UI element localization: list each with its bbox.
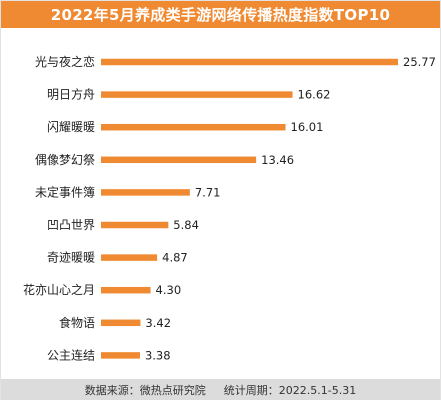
category-label: 偶像梦幻祭	[35, 153, 95, 167]
category-label: 闪耀暖暖	[47, 120, 95, 134]
category-label: 光与夜之恋	[35, 54, 95, 69]
value-label: 7.71	[195, 185, 221, 199]
category-label: 公主连结	[47, 347, 95, 362]
bar	[101, 286, 151, 294]
data-source: 数据来源：微热点研究院	[84, 383, 206, 397]
category-label: 凹凸世界	[47, 218, 95, 232]
value-label: 4.30	[156, 283, 182, 297]
bar	[101, 91, 293, 98]
bar	[101, 254, 158, 261]
category-label: 食物语	[59, 315, 95, 330]
value-label: 13.46	[261, 153, 294, 167]
value-label: 3.38	[145, 348, 171, 362]
footer: 数据来源：微热点研究院 统计周期：2022.5.1-5.31	[1, 379, 440, 400]
chart-title: 2022年5月养成类手游网络传播热度指数TOP10	[1, 1, 440, 28]
category-label: 明日方舟	[47, 87, 95, 102]
category-label: 奇迹暖暖	[47, 251, 95, 265]
value-label: 25.77	[403, 55, 436, 69]
statistics-period: 统计周期：2022.5.1-5.31	[223, 383, 357, 397]
bar	[101, 156, 257, 164]
category-label: 花亦山心之月	[23, 282, 95, 297]
value-label: 16.01	[291, 120, 324, 134]
bar	[101, 123, 286, 131]
value-label: 5.84	[173, 218, 199, 232]
bar	[101, 352, 140, 359]
bar	[101, 58, 398, 66]
value-label: 4.87	[162, 251, 188, 265]
bar	[101, 319, 141, 327]
value-label: 16.62	[298, 88, 331, 102]
value-label: 3.42	[145, 316, 171, 330]
bar	[101, 221, 169, 229]
bar-chart: 光与夜之恋 25.77 明日方舟 16.62 闪耀暖暖 16.01 偶像梦幻祭 13.46 未定…	[23, 54, 436, 362]
category-label: 未定事件簿	[35, 184, 95, 199]
bar	[101, 189, 190, 196]
